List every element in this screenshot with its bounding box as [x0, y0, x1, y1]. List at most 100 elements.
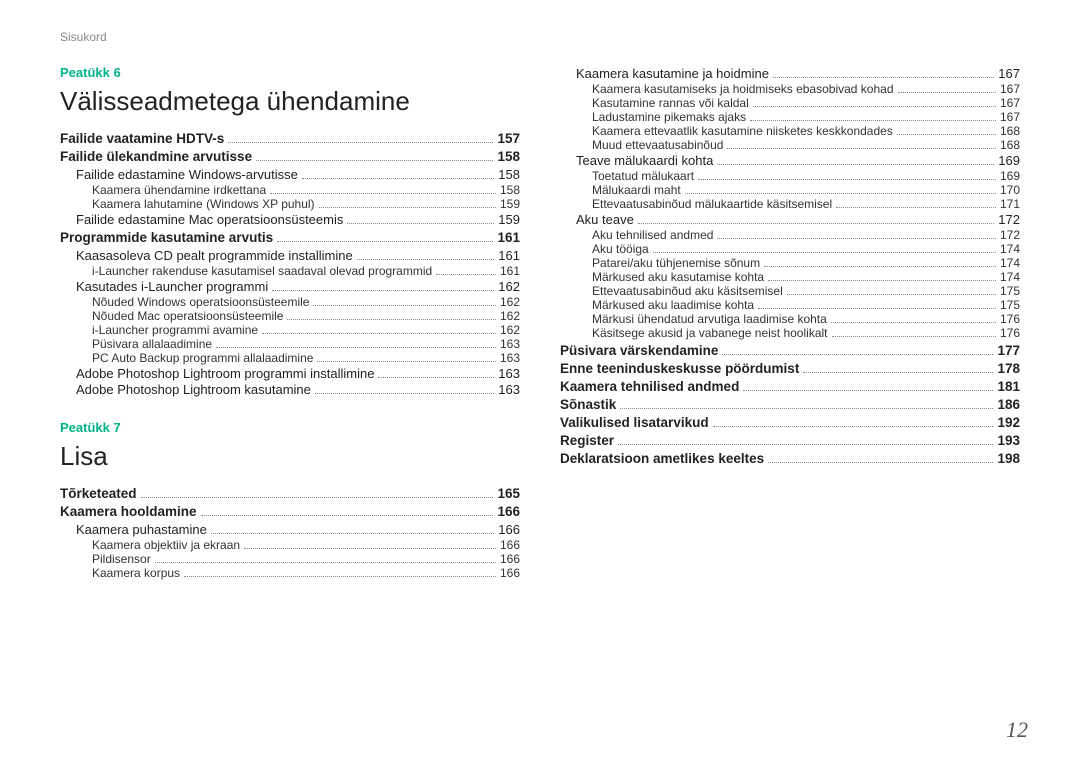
- toc-row[interactable]: Kaamera kasutamiseks ja hoidmiseks ebaso…: [560, 82, 1020, 96]
- toc-row[interactable]: PC Auto Backup programmi allalaadimine16…: [60, 351, 520, 365]
- toc-label: Adobe Photoshop Lightroom programmi inst…: [76, 366, 374, 381]
- toc-leader-dots: [618, 444, 993, 445]
- toc-row[interactable]: Pildisensor166: [60, 552, 520, 566]
- toc-row[interactable]: Märkused aku kasutamise kohta174: [560, 270, 1020, 284]
- toc-label: Failide edastamine Windows-arvutisse: [76, 167, 298, 182]
- toc-leader-dots: [836, 207, 996, 208]
- toc-row[interactable]: Kaamera ettevaatlik kasutamine niisketes…: [560, 124, 1020, 138]
- toc-page: 193: [997, 433, 1020, 448]
- toc-page: 174: [1000, 270, 1020, 284]
- toc-leader-dots: [378, 377, 494, 378]
- toc-row[interactable]: Kaamera kasutamine ja hoidmine167: [560, 66, 1020, 81]
- toc-label: i-Launcher rakenduse kasutamisel saadava…: [92, 264, 432, 278]
- toc-row[interactable]: Aku teave172: [560, 212, 1020, 227]
- toc-label: Failide edastamine Mac operatsioonsüstee…: [76, 212, 343, 227]
- toc-row[interactable]: Kaamera hooldamine166: [60, 504, 520, 519]
- toc-row[interactable]: Ettevaatusabinõud mälukaartide käsitsemi…: [560, 197, 1020, 211]
- toc-page: 159: [500, 197, 520, 211]
- toc-row[interactable]: Muud ettevaatusabinõud168: [560, 138, 1020, 152]
- header-label: Sisukord: [60, 30, 107, 44]
- toc-row[interactable]: Deklaratsioon ametlikes keeltes198: [560, 451, 1020, 466]
- toc-leader-dots: [313, 305, 496, 306]
- toc-row[interactable]: Failide vaatamine HDTV-s157: [60, 131, 520, 146]
- toc-leader-dots: [758, 308, 996, 309]
- toc-page: 175: [1000, 284, 1020, 298]
- toc-leader-dots: [201, 515, 494, 516]
- toc-row[interactable]: Adobe Photoshop Lightroom programmi inst…: [60, 366, 520, 381]
- toc-leader-dots: [743, 390, 993, 391]
- toc-row[interactable]: Kaamera puhastamine166: [60, 522, 520, 537]
- page-number: 12: [1006, 717, 1028, 743]
- toc-leader-dots: [753, 106, 996, 107]
- toc-row[interactable]: Ettevaatusabinõud aku käsitsemisel175: [560, 284, 1020, 298]
- toc-page: 174: [1000, 242, 1020, 256]
- toc-leader-dots: [262, 333, 496, 334]
- toc-leader-dots: [773, 77, 994, 78]
- toc-row[interactable]: Enne teeninduskeskusse pöördumist178: [560, 361, 1020, 376]
- toc-label: Kaasasoleva CD pealt programmide install…: [76, 248, 353, 263]
- toc-row[interactable]: Püsivara allalaadimine163: [60, 337, 520, 351]
- toc-leader-dots: [155, 562, 496, 563]
- toc-page: 168: [1000, 124, 1020, 138]
- toc-row[interactable]: Failide edastamine Mac operatsioonsüstee…: [60, 212, 520, 227]
- toc-row[interactable]: Sõnastik186: [560, 397, 1020, 412]
- toc-row[interactable]: Programmide kasutamine arvutis161: [60, 230, 520, 245]
- toc-row[interactable]: Adobe Photoshop Lightroom kasutamine163: [60, 382, 520, 397]
- toc-label: Kaamera korpus: [92, 566, 180, 580]
- toc-page: 163: [500, 351, 520, 365]
- toc-label: Sõnastik: [560, 397, 616, 412]
- toc-row[interactable]: Toetatud mälukaart169: [560, 169, 1020, 183]
- toc-row[interactable]: Failide edastamine Windows-arvutisse158: [60, 167, 520, 182]
- toc-page: 167: [1000, 96, 1020, 110]
- toc-row[interactable]: Märkusi ühendatud arvutiga laadimise koh…: [560, 312, 1020, 326]
- toc-row[interactable]: Märkused aku laadimise kohta175: [560, 298, 1020, 312]
- toc-page: 161: [500, 264, 520, 278]
- toc-row[interactable]: Tõrketeated165: [60, 486, 520, 501]
- toc-leader-dots: [244, 548, 496, 549]
- toc-row[interactable]: Nõuded Mac operatsioonsüsteemile162: [60, 309, 520, 323]
- toc-row[interactable]: Failide ülekandmine arvutisse158: [60, 149, 520, 164]
- toc-label: Muud ettevaatusabinõud: [592, 138, 723, 152]
- toc-row[interactable]: Kaamera lahutamine (Windows XP puhul) 159: [60, 197, 520, 211]
- toc-row[interactable]: Aku tööiga174: [560, 242, 1020, 256]
- toc-row[interactable]: Püsivara värskendamine 177: [560, 343, 1020, 358]
- toc-row[interactable]: Teave mälukaardi kohta169: [560, 153, 1020, 168]
- toc-row[interactable]: Kasutades i-Launcher programmi162: [60, 279, 520, 294]
- toc-label: Käsitsege akusid ja vabanege neist hooli…: [592, 326, 828, 340]
- toc-row[interactable]: Ladustamine pikemaks ajaks167: [560, 110, 1020, 124]
- toc-label: Adobe Photoshop Lightroom kasutamine: [76, 382, 311, 397]
- toc-page: 166: [500, 566, 520, 580]
- toc-row[interactable]: Kasutamine rannas või kaldal167: [560, 96, 1020, 110]
- toc-row[interactable]: Register 193: [560, 433, 1020, 448]
- toc-leader-dots: [787, 294, 996, 295]
- toc-label: Kaamera lahutamine (Windows XP puhul): [92, 197, 315, 211]
- toc-leader-dots: [436, 274, 496, 275]
- toc-leader-dots: [357, 259, 495, 260]
- toc-row[interactable]: Mälukaardi maht170: [560, 183, 1020, 197]
- toc-row[interactable]: Kaasasoleva CD pealt programmide install…: [60, 248, 520, 263]
- toc-page: 172: [1000, 228, 1020, 242]
- toc-row[interactable]: Kaamera tehnilised andmed181: [560, 379, 1020, 394]
- toc-label: Register: [560, 433, 614, 448]
- toc-row[interactable]: Kaamera objektiiv ja ekraan166: [60, 538, 520, 552]
- toc-row[interactable]: Patarei/aku tühjenemise sõnum174: [560, 256, 1020, 270]
- toc-row[interactable]: Nõuded Windows operatsioonsüsteemile162: [60, 295, 520, 309]
- toc-leader-dots: [750, 120, 996, 121]
- toc-row[interactable]: Käsitsege akusid ja vabanege neist hooli…: [560, 326, 1020, 340]
- toc-leader-dots: [764, 266, 996, 267]
- toc-row[interactable]: Kaamera korpus 166: [60, 566, 520, 580]
- toc-page: 162: [500, 323, 520, 337]
- toc-label: Pildisensor: [92, 552, 151, 566]
- toc-label: Tõrketeated: [60, 486, 137, 501]
- toc-leader-dots: [319, 207, 496, 208]
- toc-label: Püsivara värskendamine: [560, 343, 718, 358]
- toc-row[interactable]: Aku tehnilised andmed172: [560, 228, 1020, 242]
- toc-row[interactable]: i-Launcher rakenduse kasutamisel saadava…: [60, 264, 520, 278]
- toc-page: 177: [997, 343, 1020, 358]
- toc-label: Kaamera puhastamine: [76, 522, 207, 537]
- toc-row[interactable]: Kaamera ühendamine irdkettana158: [60, 183, 520, 197]
- toc-row[interactable]: i-Launcher programmi avamine162: [60, 323, 520, 337]
- toc-page: 163: [498, 366, 520, 381]
- toc-leader-dots: [713, 426, 994, 427]
- toc-row[interactable]: Valikulised lisatarvikud192: [560, 415, 1020, 430]
